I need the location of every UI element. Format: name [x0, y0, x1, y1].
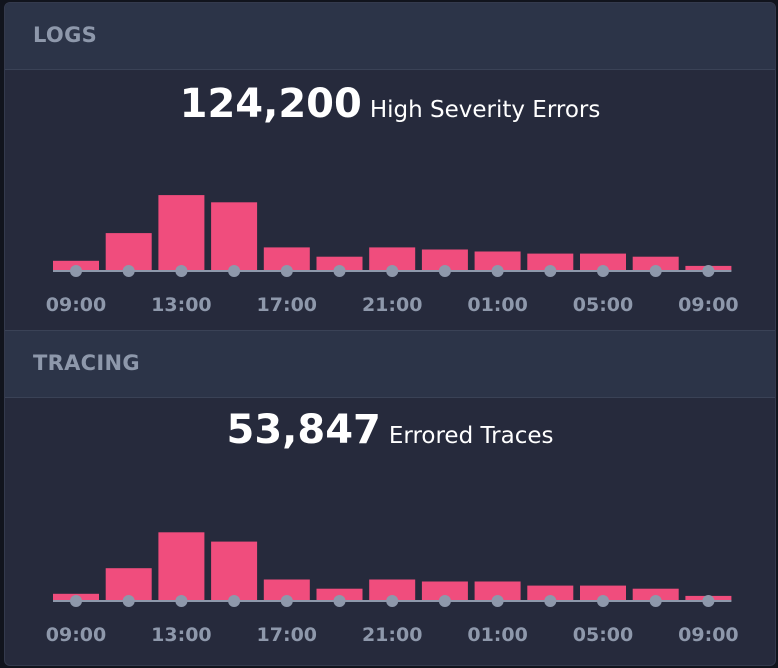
logs-tick-label: 01:00: [467, 294, 527, 316]
logs-axis-point: [438, 265, 451, 277]
tracing-axis-point: [597, 595, 609, 607]
logs-axis-point: [702, 265, 715, 277]
logs-axis-point: [122, 265, 135, 277]
logs-axis-point: [333, 265, 346, 277]
tracing-bar-chart: 09:00 13:00 17:00 21:00 01:00 05:00 09:00: [46, 532, 739, 646]
tracing-axis-point: [386, 595, 399, 607]
logs-axis-point: [491, 265, 504, 277]
tracing-bar: [527, 585, 574, 601]
logs-tick-label: 17:00: [257, 294, 317, 316]
tracing-axis-point: [438, 595, 451, 607]
logs-bar-chart: 09:00 13:00 17:00 21:00 01:00 05:00 09:00: [46, 195, 739, 316]
tracing-section-title: TRACING: [33, 351, 140, 375]
tracing-axis-point: [649, 595, 662, 607]
tracing-tick-label: 09:00: [46, 624, 106, 646]
dashboard-panel: LOGS 124,200 High Severity Errors 09:00 13…: [4, 2, 776, 666]
logs-axis-point: [70, 265, 82, 277]
logs-bar: [316, 256, 363, 271]
logs-axis-point: [386, 265, 399, 277]
logs-bar: [527, 253, 574, 271]
tracing-axis-point: [702, 595, 715, 607]
tracing-axis-point: [491, 595, 504, 607]
logs-bar: [158, 195, 205, 271]
tracing-bar: [580, 585, 626, 601]
tracing-tick-label: 01:00: [467, 624, 527, 646]
tracing-bar: [369, 579, 416, 601]
logs-headline: 124,200 High Severity Errors: [5, 81, 775, 127]
logs-headline-label: High Severity Errors: [369, 97, 601, 123]
logs-bar: [211, 202, 258, 271]
logs-bar: [263, 247, 310, 271]
tracing-tick-label: 05:00: [573, 624, 633, 646]
logs-bar: [474, 251, 521, 271]
tracing-bar: [421, 581, 468, 601]
logs-headline-value: 124,200: [179, 81, 362, 127]
tracing-headline-label: Errored Traces: [388, 423, 554, 449]
logs-bar: [105, 233, 152, 271]
tracing-axis-point: [122, 595, 135, 607]
logs-tick-label: 09:00: [678, 294, 738, 316]
tracing-axis-point: [544, 595, 557, 607]
tracing-axis-point: [175, 595, 188, 607]
tracing-axis-point: [228, 595, 241, 607]
logs-bar: [369, 247, 416, 271]
logs-section-title: LOGS: [33, 23, 98, 47]
tracing-bar: [263, 579, 310, 601]
tracing-tick-label: 17:00: [257, 624, 317, 646]
tracing-axis-point: [333, 595, 346, 607]
logs-tick-label: 21:00: [362, 294, 422, 316]
tracing-axis-point: [70, 595, 82, 607]
section-divider: [5, 330, 775, 331]
logs-axis-point: [228, 265, 241, 277]
tracing-bar: [211, 541, 258, 601]
logs-tick-label: 09:00: [46, 294, 106, 316]
tracing-bar: [316, 588, 363, 601]
tracing-tick-label: 21:00: [362, 624, 422, 646]
logs-axis-point: [649, 265, 662, 277]
logs-axis-point: [597, 265, 609, 277]
logs-bar: [632, 256, 679, 271]
tracing-section-header: TRACING: [5, 331, 775, 398]
logs-tick-label: 13:00: [151, 294, 211, 316]
tracing-bar: [632, 588, 679, 601]
tracing-headline: 53,847 Errored Traces: [5, 407, 775, 453]
tracing-bar: [158, 532, 205, 601]
tracing-headline-value: 53,847: [226, 407, 381, 453]
logs-axis-point: [280, 265, 293, 277]
logs-axis-point: [544, 265, 557, 277]
logs-tick-label: 05:00: [573, 294, 633, 316]
tracing-tick-label: 13:00: [151, 624, 211, 646]
logs-bar: [580, 253, 626, 271]
tracing-bar: [474, 581, 521, 601]
tracing-axis-point: [280, 595, 293, 607]
tracing-tick-label: 09:00: [678, 624, 738, 646]
logs-section-header: LOGS: [5, 3, 775, 70]
logs-axis-point: [175, 265, 188, 277]
logs-bar: [421, 249, 468, 271]
